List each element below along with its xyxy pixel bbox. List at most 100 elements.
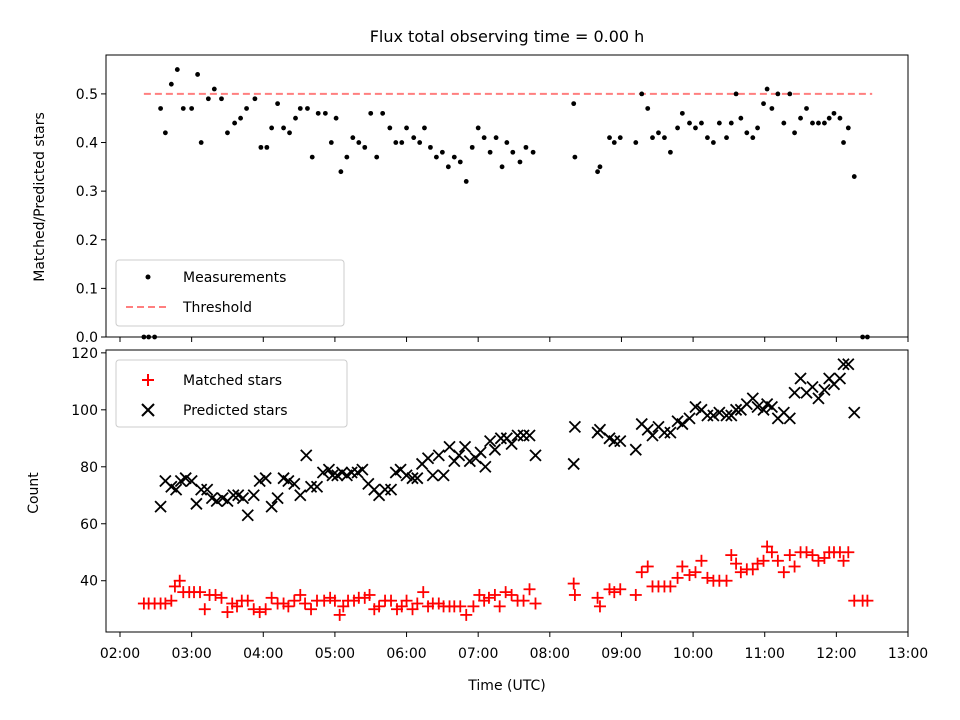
predicted-stars-point — [614, 435, 627, 448]
matched-stars-point — [629, 588, 642, 601]
measurement-point — [607, 135, 612, 141]
predicted-stars-point — [190, 497, 203, 510]
measurement-point — [393, 140, 399, 145]
matched-stars-point — [800, 546, 813, 559]
predicted-stars-point — [689, 400, 702, 414]
legend-measurements-label: Measurements — [183, 270, 286, 286]
top-legend-box — [115, 259, 345, 327]
predicted-stars-point — [154, 500, 167, 513]
measurement-point — [499, 164, 505, 170]
matched-stars-point — [460, 608, 473, 621]
measurement-point — [152, 334, 158, 340]
predicted-x-stroke — [517, 429, 530, 442]
predicted-stars-point — [310, 480, 324, 493]
predicted-stars-point — [227, 489, 240, 502]
predicted-x-stroke — [247, 489, 260, 502]
x-tick-label: 02:00 — [100, 646, 140, 662]
measurement-point — [845, 125, 851, 131]
measurement-point — [225, 130, 230, 136]
measurement-point — [716, 120, 722, 126]
measurement-point — [146, 334, 152, 340]
measurement-point — [571, 101, 577, 107]
matched-stars-point — [467, 600, 480, 613]
predicted-stars-point — [720, 409, 733, 422]
measurement-point — [315, 110, 321, 116]
matched-stars-point — [664, 580, 677, 593]
matched-stars-point — [294, 588, 307, 601]
predicted-stars-point — [707, 409, 720, 422]
predicted-x-stroke — [729, 403, 743, 416]
measurement-point — [469, 144, 475, 150]
ratio-panel: Flux total observing time = 0.00 h Match… — [32, 27, 909, 346]
count-panel: Count Time (UTC) 40 60 80 100 120 02:00 03:00… — [26, 346, 928, 694]
measurement-point — [258, 144, 264, 150]
predicted-x-stroke — [394, 463, 407, 476]
predicted-stars-point — [179, 472, 192, 485]
predicted-x-stroke — [378, 483, 392, 496]
measurement-point — [168, 81, 174, 87]
measurement-point — [322, 110, 328, 116]
predicted-x-stroke — [593, 423, 607, 436]
matched-stars-point — [247, 603, 260, 616]
matched-stars-point — [328, 594, 341, 607]
matched-stars-point — [671, 571, 684, 584]
matched-stars-point — [861, 594, 874, 607]
predicted-x-stroke — [362, 477, 375, 491]
predicted-stars-point — [479, 460, 492, 473]
matched-stars-point — [318, 594, 331, 607]
predicted-x-stroke — [437, 469, 450, 482]
predicted-stars-point — [294, 489, 307, 502]
predicted-stars-point — [322, 463, 336, 476]
matched-stars-point — [567, 577, 580, 590]
predicted-x-stroke — [411, 472, 424, 485]
matched-stars-point — [701, 571, 714, 584]
measurement-point — [675, 125, 680, 131]
measurement-point — [387, 125, 393, 131]
measurement-point — [617, 135, 623, 141]
measurement-point — [761, 101, 766, 107]
legend-threshold-label: Threshold — [182, 300, 252, 316]
matched-stars-point — [482, 591, 495, 604]
predicted-x-stroke — [529, 449, 542, 462]
legend-predicted-marker — [141, 403, 155, 417]
measurement-point — [244, 106, 249, 111]
measurement-point — [198, 140, 204, 145]
chart-title: Flux total observing time = 0.00 h — [370, 27, 645, 46]
bottom-y-axis-label: Count — [26, 472, 42, 514]
matched-stars-point — [299, 597, 312, 610]
measurement-point — [287, 130, 292, 136]
measurement-point — [837, 115, 843, 121]
predicted-x-stroke — [421, 452, 435, 465]
top-y-tick-label: 0.1 — [76, 281, 98, 297]
x-tick-label: 04:00 — [243, 646, 283, 662]
matched-stars-point — [676, 560, 689, 573]
top-y-tick-label: 0.5 — [76, 87, 98, 103]
predicted-stars-point — [837, 358, 850, 371]
measurement-point — [293, 115, 298, 121]
measurement-point — [338, 169, 344, 175]
measurement-point — [162, 130, 168, 136]
measurement-point — [769, 106, 775, 111]
measurement-point — [750, 135, 756, 141]
measurement-point — [611, 140, 617, 145]
top-y-axis-ticks: 0.0 0.1 0.2 0.3 0.4 0.5 — [76, 87, 106, 346]
predicted-x-stroke — [265, 500, 278, 513]
matched-stars-point — [265, 591, 278, 604]
predicted-stars-point — [765, 400, 779, 414]
measurement-point — [523, 144, 529, 150]
predicted-stars-point — [426, 469, 439, 482]
matched-stars-point — [523, 583, 536, 596]
predicted-x-stroke — [646, 429, 659, 442]
predicted-x-stroke — [169, 483, 183, 496]
predicted-stars-point — [794, 372, 807, 385]
predicted-stars-point — [474, 446, 487, 459]
legend-matched-marker — [142, 374, 154, 386]
top-y-tick-label: 0.0 — [76, 330, 98, 346]
predicted-stars-point — [241, 509, 254, 522]
top-y-tick-label: 0.4 — [76, 136, 98, 152]
predicted-x-stroke — [777, 406, 790, 419]
predicted-x-stroke — [443, 440, 456, 453]
predicted-stars-point — [608, 435, 621, 448]
predicted-stars-point — [411, 472, 424, 485]
